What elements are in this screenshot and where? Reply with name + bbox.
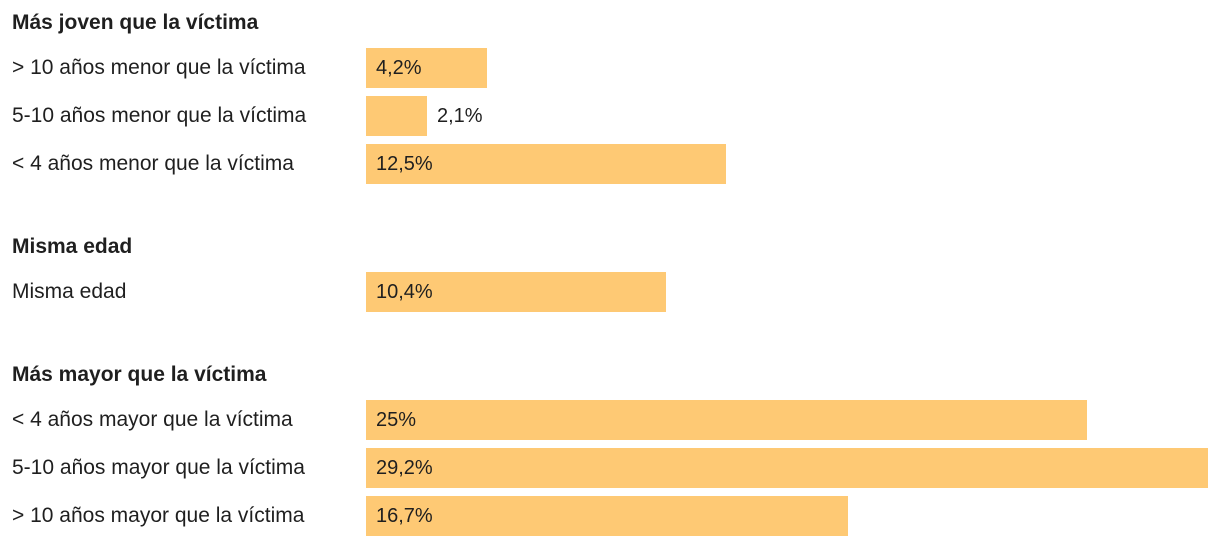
data-label: 4,2% [376,57,422,79]
bar [366,400,1087,440]
bar [366,48,487,88]
data-label: 29,2% [376,457,433,479]
group-title: Misma edad [12,235,133,258]
bar [366,496,848,536]
row-label: Misma edad [12,280,127,303]
bar [366,144,726,184]
data-label: 10,4% [376,281,433,303]
row-label: > 10 años menor que la víctima [12,56,306,79]
group-title: Más mayor que la víctima [12,363,267,386]
group-title: Más joven que la víctima [12,11,259,34]
row-label: < 4 años mayor que la víctima [12,408,293,431]
row-label: < 4 años menor que la víctima [12,152,294,175]
data-label: 12,5% [376,153,433,175]
data-label: 25% [376,409,417,431]
bar [366,272,666,312]
data-label: 16,7% [376,505,433,527]
row-label: > 10 años mayor que la víctima [12,504,305,527]
bar [366,448,1208,488]
row-label: 5-10 años mayor que la víctima [12,456,305,479]
data-label: 2,1% [437,105,483,127]
row-label: 5-10 años menor que la víctima [12,104,307,127]
bar [366,96,427,136]
